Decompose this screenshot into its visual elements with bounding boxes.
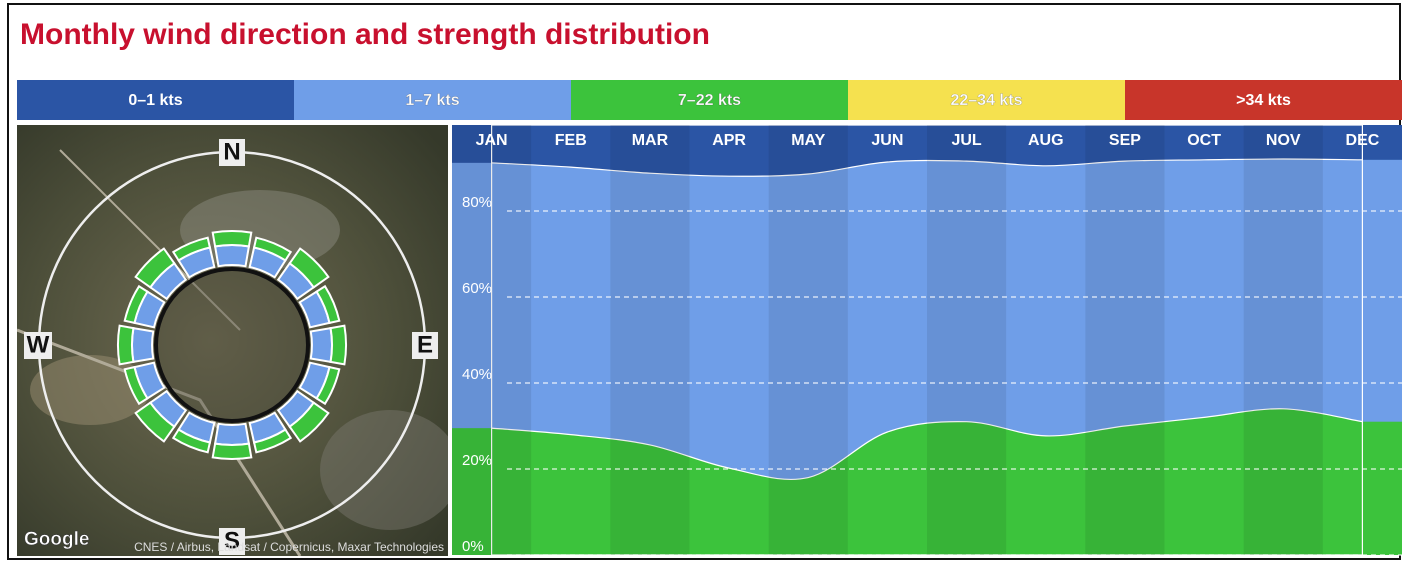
wind-rose (117, 230, 347, 460)
compass-label: E (417, 331, 433, 358)
legend-label: >34 kts (1236, 92, 1291, 109)
legend-swatch (294, 80, 571, 120)
column-shade (927, 125, 1007, 555)
compass-label: W (27, 331, 50, 358)
x-tick-label: AUG (1028, 132, 1064, 149)
column-shade (768, 125, 848, 555)
legend-label: 7–22 kts (678, 92, 741, 109)
x-tick-label: OCT (1187, 132, 1221, 149)
rose-segment (288, 401, 330, 443)
legend-swatch (571, 80, 848, 120)
rose-segment (288, 247, 330, 289)
legend-label: 1–7 kts (405, 92, 459, 109)
plot: 0% 20% 40% 60% 80% JAN FEB MAR APR MAY JUN JUL AUG SE… (452, 124, 1402, 556)
compass-box (219, 139, 245, 166)
rose-segment (171, 428, 212, 454)
rose-center (154, 267, 310, 423)
map-logo: Google (24, 529, 89, 550)
x-tick-label: MAR (632, 132, 669, 149)
x-tick-label: FEB (555, 132, 587, 149)
rose-segment (211, 442, 253, 460)
x-tick-label: SEP (1109, 132, 1141, 149)
title: Monthly wind direction and strength dist… (20, 18, 710, 51)
rose-segment (134, 247, 176, 289)
map: N E S W Google CNES / Airbus, Landsat / … (17, 125, 448, 556)
x-tick-label: APR (712, 132, 746, 149)
map-road (17, 328, 302, 556)
rose-segment (329, 324, 347, 366)
rose-segment (171, 236, 212, 262)
column-shade (610, 125, 690, 555)
column-shade (1085, 125, 1165, 555)
x-tick-label: JUL (951, 132, 981, 149)
rose-segment (211, 230, 253, 248)
rose-segment (131, 326, 155, 364)
x-tick-label: DEC (1346, 132, 1380, 149)
map-road (59, 149, 241, 331)
compass-label: S (224, 527, 240, 554)
rose-segment (315, 365, 341, 406)
legend-label: 22–34 kts (950, 92, 1022, 109)
rose-segment (252, 236, 293, 262)
y-tick-label: 80% (462, 194, 492, 211)
rose-segment (123, 284, 149, 325)
map-feature (320, 410, 448, 530)
area-edge (452, 428, 493, 555)
rose-segment (117, 324, 135, 366)
x-tick-label: JUN (871, 132, 903, 149)
y-tick-label: 40% (462, 366, 492, 383)
y-tick-label: 20% (462, 452, 492, 469)
compass-label: N (223, 138, 240, 165)
compass-box (412, 332, 438, 359)
x-tick-label: MAY (791, 132, 825, 149)
legend-label: 0–1 kts (128, 92, 182, 109)
legend-swatch (1125, 80, 1402, 120)
y-tick-label: 0% (462, 538, 484, 555)
x-tick-label: NOV (1266, 132, 1301, 149)
column-shade (452, 125, 532, 555)
area (491, 408, 1363, 556)
legend-swatch (848, 80, 1125, 120)
map-feature (30, 355, 150, 425)
rose-segment (315, 284, 341, 325)
legend: 0–1 kts 1–7 kts 7–22 kts 22–34 kts >34 kts (17, 80, 1402, 120)
y-tick-label: 60% (462, 280, 492, 297)
rose-segment (123, 365, 149, 406)
legend-swatch (17, 80, 294, 120)
rose-segment (134, 401, 176, 443)
rose-segment (213, 244, 251, 268)
area-edge (1361, 421, 1402, 555)
x-tick-label: JAN (476, 132, 508, 149)
map-attribution: CNES / Airbus, Landsat / Copernicus, Max… (134, 540, 444, 554)
rose-segment (213, 422, 251, 446)
rose-segment (252, 428, 293, 454)
compass-box (219, 528, 245, 555)
rose-segment (309, 326, 333, 364)
compass-box (24, 332, 52, 359)
column-shade (1243, 125, 1323, 555)
